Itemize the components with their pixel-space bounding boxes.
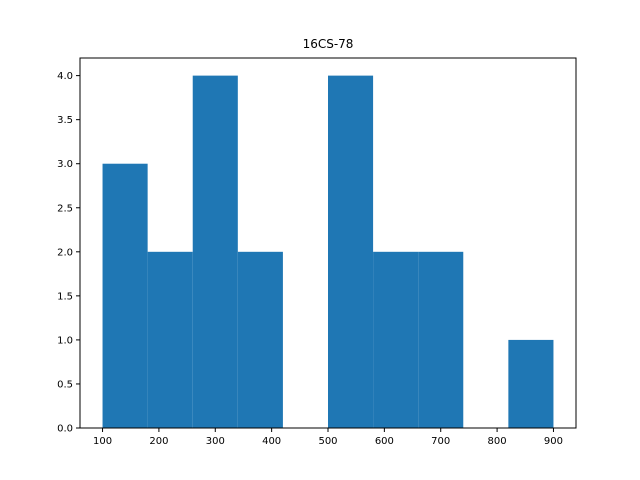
y-tick-label: 3.5 xyxy=(57,115,73,126)
x-tick-label: 600 xyxy=(375,436,394,447)
y-tick-label: 1.0 xyxy=(57,335,73,346)
plot-frame xyxy=(79,57,577,429)
x-tick-label: 100 xyxy=(93,436,112,447)
y-tick-label: 3.0 xyxy=(57,159,73,170)
histogram-bar xyxy=(192,75,238,428)
x-tick-label: 500 xyxy=(318,436,337,447)
chart-title: 16CS-78 xyxy=(303,37,354,51)
x-axis-ticks: 100 200 300 400 500 600 700 800 900 xyxy=(93,428,563,447)
histogram-bar xyxy=(237,251,283,428)
x-tick-label: 400 xyxy=(262,436,281,447)
y-tick-label: 4.0 xyxy=(57,71,73,82)
y-tick-label: 2.5 xyxy=(57,203,73,214)
x-tick-label: 900 xyxy=(544,436,563,447)
y-tick-label: 1.5 xyxy=(57,291,73,302)
histogram-bar xyxy=(102,163,148,428)
y-tick-label: 0.0 xyxy=(57,424,73,435)
y-tick-label: 0.5 xyxy=(57,379,73,390)
histogram-bar xyxy=(373,251,419,428)
x-tick-label: 200 xyxy=(149,436,168,447)
histogram-bar xyxy=(328,75,374,428)
y-tick-label: 2.0 xyxy=(57,247,73,258)
histogram-bar xyxy=(418,251,464,428)
x-tick-label: 300 xyxy=(206,436,225,447)
x-tick-label: 700 xyxy=(431,436,450,447)
histogram-bar xyxy=(508,339,554,428)
histogram-bar xyxy=(147,251,193,428)
x-tick-label: 800 xyxy=(488,436,507,447)
histogram-bars xyxy=(102,75,554,428)
y-axis-ticks: 0.0 0.5 1.0 1.5 2.0 2.5 3.0 3.5 4.0 xyxy=(57,71,80,435)
